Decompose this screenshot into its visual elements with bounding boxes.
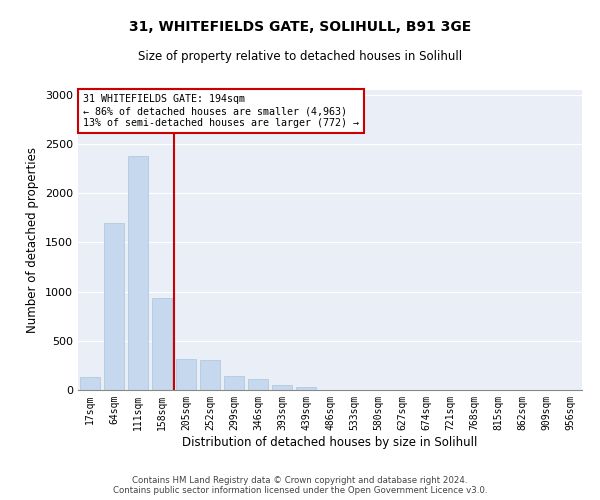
X-axis label: Distribution of detached houses by size in Solihull: Distribution of detached houses by size … xyxy=(182,436,478,448)
Text: Size of property relative to detached houses in Solihull: Size of property relative to detached ho… xyxy=(138,50,462,63)
Bar xyxy=(152,298,172,390)
Text: 31, WHITEFIELDS GATE, SOLIHULL, B91 3GE: 31, WHITEFIELDS GATE, SOLIHULL, B91 3GE xyxy=(129,20,471,34)
Y-axis label: Number of detached properties: Number of detached properties xyxy=(26,147,40,333)
Bar xyxy=(248,379,268,390)
Bar xyxy=(104,223,124,390)
Bar xyxy=(272,384,292,390)
Bar xyxy=(200,360,220,390)
Bar xyxy=(224,376,244,390)
Bar xyxy=(80,377,100,390)
Bar xyxy=(296,387,316,390)
Bar xyxy=(128,156,148,390)
Text: Contains HM Land Registry data © Crown copyright and database right 2024.
Contai: Contains HM Land Registry data © Crown c… xyxy=(113,476,487,495)
Bar xyxy=(176,358,196,390)
Text: 31 WHITEFIELDS GATE: 194sqm
← 86% of detached houses are smaller (4,963)
13% of : 31 WHITEFIELDS GATE: 194sqm ← 86% of det… xyxy=(83,94,359,128)
